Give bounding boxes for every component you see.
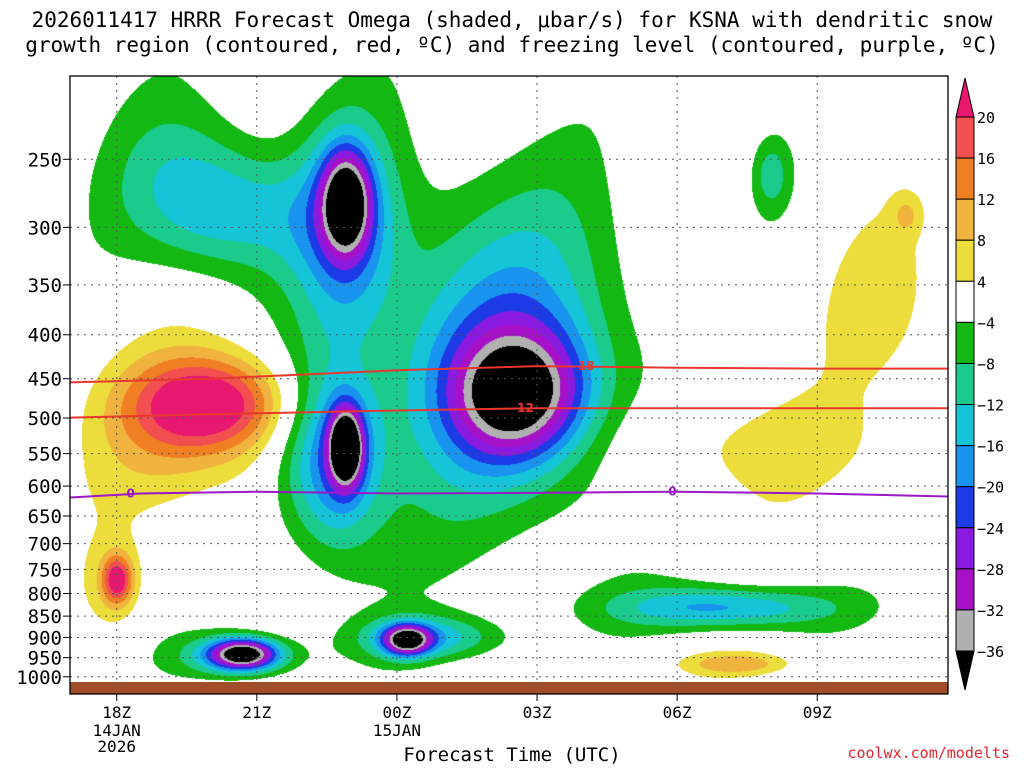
colorbar-top-arrow (955, 77, 975, 118)
colorbar-label-3: 8 (977, 232, 986, 250)
y-tick-label-850: 850 (28, 606, 62, 628)
chart-title: 2026011417 HRRR Forecast Omega (shaded, … (25, 8, 999, 57)
colorbar-segment-6 (955, 321, 975, 364)
colorbar-bottom-arrow (955, 650, 975, 691)
colorbar: 20 16 12 8 4 −4 −8 −12 −16 −20 −24 −28 −32 −36 (955, 77, 1004, 691)
colorbar-label-11: −28 (977, 561, 1004, 579)
freezing-level-label-2: 0 (668, 485, 676, 499)
y-tick-label-900: 900 (28, 627, 62, 649)
colorbar-label-0: 20 (977, 109, 995, 127)
y-tick-label-500: 500 (28, 408, 62, 430)
x-tick-label-03Z: 03Z (523, 703, 552, 722)
colorbar-label-5: −4 (977, 314, 995, 332)
colorbar-segment-5 (955, 280, 975, 323)
colorbar-segment-12 (955, 568, 975, 611)
dendritic-growth-top-label: -18 (573, 359, 595, 373)
colorbar-label-4: 4 (977, 273, 986, 291)
y-tick-label-550: 550 (28, 444, 62, 466)
x-tick-label-06Z: 06Z (663, 703, 692, 722)
x-tick-sublabel-18Z-0: 14JAN (93, 721, 141, 740)
colorbar-label-2: 12 (977, 191, 995, 209)
y-tick-label-750: 750 (28, 559, 62, 581)
colorbar-segment-1 (955, 116, 975, 159)
colorbar-label-8: −16 (977, 438, 1004, 456)
colorbar-segment-3 (955, 198, 975, 241)
freezing-level-label: 0 (127, 486, 135, 500)
dendritic-growth-top-line (70, 365, 948, 384)
dendritic-growth-bottom-label: -12 (512, 401, 534, 415)
x-tick-sublabel-00Z-0: 15JAN (373, 721, 421, 740)
y-tick-label-400: 400 (28, 325, 62, 347)
y-tick-label-1000: 1000 (16, 667, 62, 689)
y-tick-label-700: 700 (28, 534, 62, 556)
colorbar-label-6: −8 (977, 355, 995, 373)
y-tick-label-650: 650 (28, 506, 62, 528)
y-axis-ticks: 2503003504004505005506006507007508008509… (16, 149, 70, 689)
colorbar-segment-8 (955, 404, 975, 447)
colorbar-segment-2 (955, 157, 975, 200)
x-tick-label-21Z: 21Z (242, 703, 271, 722)
colorbar-label-13: −36 (977, 643, 1004, 661)
colorbar-segment-4 (955, 239, 975, 282)
y-tick-label-300: 300 (28, 217, 62, 239)
y-tick-label-350: 350 (28, 275, 62, 297)
colorbar-segment-7 (955, 362, 975, 406)
x-tick-label-09Z: 09Z (803, 703, 832, 722)
watermark: coolwx.com/modelts (847, 744, 1010, 762)
colorbar-label-7: −12 (977, 397, 1004, 415)
colorbar-segment-13 (955, 609, 975, 652)
y-tick-label-450: 450 (28, 369, 62, 391)
freezing-level-line (70, 490, 948, 499)
x-tick-label-18Z: 18Z (102, 703, 131, 722)
x-tick-label-00Z: 00Z (382, 703, 411, 722)
colorbar-segment-10 (955, 486, 975, 529)
colorbar-label-10: −24 (977, 520, 1004, 538)
colorbar-segment-11 (955, 527, 975, 570)
x-axis-label: Forecast Time (UTC) (403, 744, 621, 766)
plot-frame (69, 75, 949, 695)
colorbar-label-1: 16 (977, 150, 995, 168)
y-tick-label-600: 600 (28, 476, 62, 498)
colorbar-label-9: −20 (977, 479, 1004, 497)
y-tick-label-250: 250 (28, 149, 62, 171)
colorbar-segment-9 (955, 445, 975, 488)
colorbar-label-12: −32 (977, 602, 1004, 620)
x-tick-sublabel-18Z-1: 2026 (97, 737, 136, 756)
contour-lines: -18 -12 0 0 (70, 359, 948, 500)
y-tick-label-800: 800 (28, 583, 62, 605)
ground-strip (70, 682, 948, 694)
y-tick-label-950: 950 (28, 648, 62, 670)
dendritic-growth-bottom-line (70, 407, 948, 419)
omega-shaded-field (70, 76, 948, 684)
